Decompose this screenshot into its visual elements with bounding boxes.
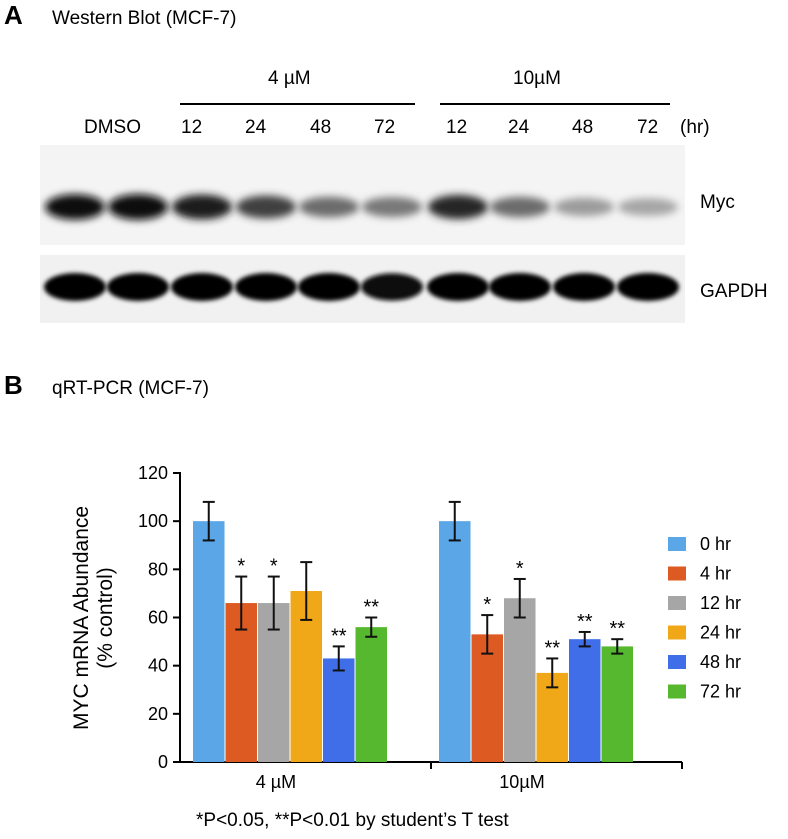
y-axis-label: MYC mRNA Abundance(% control) [70, 506, 117, 730]
y-tick-label-0: 0 [158, 752, 168, 772]
lane-label-10um-24: 24 [508, 117, 530, 138]
legend-swatch-12hr [668, 596, 686, 610]
legend-label-24hr: 24 hr [700, 623, 741, 643]
band-gapdh-2 [171, 273, 233, 301]
band-gapdh-9 [617, 273, 679, 301]
bar-4hr-0 [225, 603, 257, 762]
blot-strip-myc [40, 145, 685, 245]
row-label-gapdh: GAPDH [700, 281, 768, 302]
legend-label-48hr: 48 hr [700, 652, 741, 672]
bar-72hr-1 [601, 646, 633, 762]
band-gapdh-4 [298, 273, 360, 301]
panel-a-title: Western Blot (MCF-7) [52, 8, 237, 29]
bar-12hr-1 [504, 598, 536, 762]
band-gapdh-5 [361, 273, 423, 301]
y-tick-label-60: 60 [148, 608, 168, 628]
bar-4hr-1 [471, 634, 503, 762]
y-tick-label-80: 80 [148, 559, 168, 579]
legend-swatch-48hr [668, 655, 686, 669]
band-myc-0 [45, 194, 105, 220]
band-myc-8 [554, 197, 614, 217]
bar-0hr-0 [193, 521, 225, 762]
band-myc-5 [362, 197, 422, 217]
legend-label-0hr: 0 hr [700, 534, 731, 554]
bar-48hr-0 [323, 658, 355, 762]
bar-12hr-0 [258, 603, 290, 762]
bar-48hr-1 [569, 639, 601, 762]
bar-24hr-0 [290, 591, 322, 762]
band-myc-4 [299, 196, 359, 218]
sig-mark-12hr-0: * [270, 556, 278, 578]
sig-mark-4hr-0: * [237, 556, 245, 578]
band-myc-1 [108, 194, 168, 220]
unit-label-hr: (hr) [680, 117, 710, 138]
y-tick-label-40: 40 [148, 656, 168, 676]
sig-mark-24hr-1: ** [544, 637, 560, 659]
lane-label-4um-12: 12 [181, 117, 203, 138]
legend-swatch-24hr [668, 625, 686, 640]
band-gapdh-3 [235, 273, 297, 301]
y-tick-label-20: 20 [148, 704, 168, 724]
x-category-label-0: 4 µM [256, 772, 296, 792]
y-tick-label-120: 120 [138, 463, 168, 483]
lane-label-4um-48: 48 [310, 117, 332, 138]
panel-b-letter: B [4, 370, 23, 400]
legend-label-4hr: 4 hr [700, 564, 731, 584]
band-myc-3 [236, 195, 296, 219]
band-gapdh-8 [553, 273, 615, 301]
band-myc-2 [172, 194, 232, 220]
band-gapdh-1 [107, 273, 169, 301]
group-label-10um: 10µM [513, 68, 561, 89]
western-blot-panel: 4 µM 10µM DMSO 12 24 48 72 12 24 48 72 (… [0, 0, 788, 360]
group-line-10um [440, 103, 670, 105]
group-line-4um [180, 103, 415, 105]
legend-swatch-4hr [668, 566, 686, 581]
legend-swatch-0hr [668, 537, 686, 551]
band-myc-6 [428, 194, 488, 220]
band-gapdh-0 [44, 273, 106, 301]
lane-label-4um-72: 72 [374, 117, 396, 138]
sig-mark-48hr-0: ** [331, 625, 347, 647]
sig-mark-12hr-1: * [516, 558, 524, 580]
footnote: *P<0.05, **P<0.01 by student’s T test [196, 810, 509, 831]
lane-label-dmso: DMSO [84, 117, 141, 138]
legend-label-72hr: 72 hr [700, 682, 741, 702]
lane-label-4um-24: 24 [245, 117, 267, 138]
sig-mark-4hr-1: * [483, 594, 491, 616]
band-gapdh-6 [427, 273, 489, 301]
lane-label-10um-12: 12 [446, 117, 468, 138]
sig-mark-48hr-1: ** [577, 611, 593, 633]
y-tick-label-100: 100 [138, 511, 168, 531]
lane-label-10um-48: 48 [572, 117, 594, 138]
group-label-4um: 4 µM [268, 68, 311, 89]
blot-strip-gapdh [40, 255, 685, 323]
band-gapdh-7 [489, 273, 551, 301]
sig-mark-72hr-0: ** [363, 597, 379, 619]
lane-label-10um-72: 72 [637, 117, 659, 138]
panel-a-letter: A [4, 0, 23, 30]
bar-24hr-1 [536, 672, 568, 762]
panel-b-title: qRT-PCR (MCF-7) [52, 378, 209, 399]
bar-0hr-1 [439, 521, 471, 762]
legend-label-12hr: 12 hr [700, 593, 741, 613]
band-myc-7 [490, 196, 550, 218]
sig-mark-72hr-1: ** [609, 618, 625, 640]
bar-72hr-0 [355, 627, 387, 762]
band-myc-9 [618, 198, 678, 216]
row-label-myc: Myc [700, 192, 735, 213]
x-category-label-1: 10µM [499, 772, 544, 792]
legend-swatch-72hr [668, 684, 686, 699]
